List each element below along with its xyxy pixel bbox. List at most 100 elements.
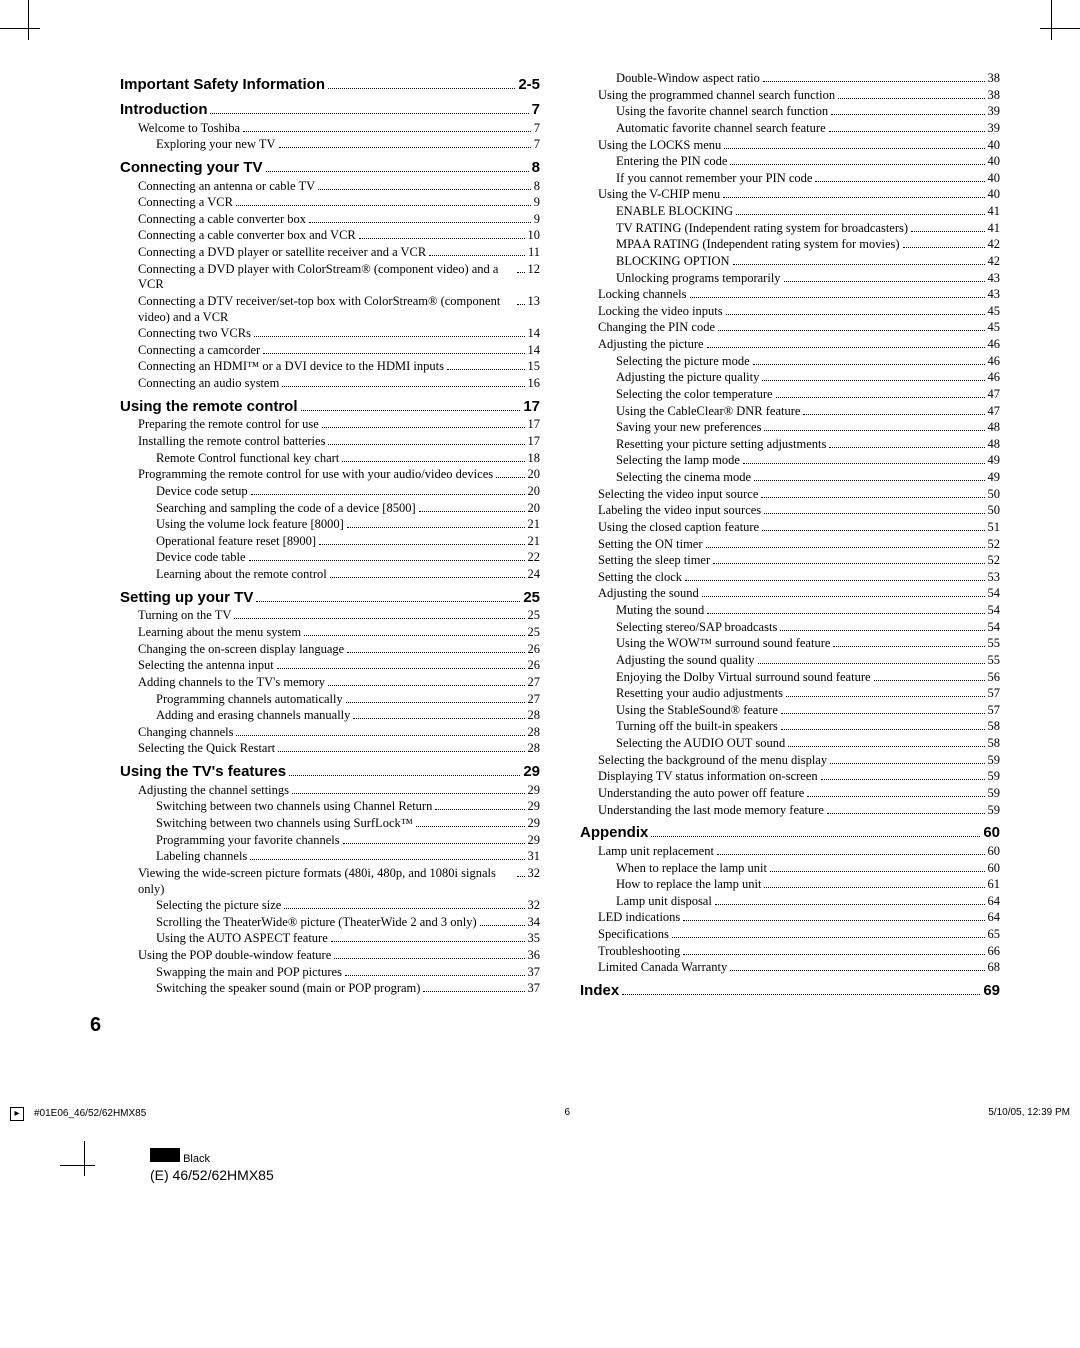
- toc-page-number: 9: [534, 195, 540, 211]
- toc-leader-dots: [309, 214, 531, 223]
- toc-entry: Automatic favorite channel search featur…: [580, 121, 1000, 137]
- toc-leader-dots: [517, 264, 525, 273]
- toc-leader-dots: [429, 247, 525, 256]
- toc-page-number: 20: [528, 484, 541, 500]
- toc-label: Using the TV's features: [120, 763, 286, 782]
- toc-label: Double-Window aspect ratio: [616, 71, 760, 87]
- toc-entry: Connecting two VCRs14: [120, 326, 540, 342]
- toc-page-number: 16: [528, 376, 541, 392]
- toc-label: Adjusting the channel settings: [138, 783, 289, 799]
- toc-label: Connecting an HDMI™ or a DVI device to t…: [138, 359, 444, 375]
- toc-entry: Switching between two channels using Sur…: [120, 816, 540, 832]
- toc-label: Using the favorite channel search functi…: [616, 104, 828, 120]
- toc-leader-dots: [289, 765, 520, 776]
- toc-page-number: 49: [988, 470, 1001, 486]
- toc-entry: Device code setup20: [120, 484, 540, 500]
- toc-label: Connecting a DTV receiver/set-top box wi…: [138, 294, 514, 325]
- toc-label: Programming the remote control for use w…: [138, 467, 493, 483]
- toc-entry: Connecting a cable converter box and VCR…: [120, 228, 540, 244]
- toc-leader-dots: [251, 486, 525, 495]
- toc-label: Connecting two VCRs: [138, 326, 251, 342]
- toc-entry: Using the volume lock feature [8000]21: [120, 517, 540, 533]
- toc-entry: Using the closed caption feature51: [580, 520, 1000, 536]
- toc-page-number: 29: [528, 816, 541, 832]
- toc-entry: Labeling the video input sources50: [580, 503, 1000, 519]
- toc-label: Swapping the main and POP pictures: [156, 965, 342, 981]
- toc-leader-dots: [781, 705, 985, 714]
- toc-page-number: 46: [988, 354, 1001, 370]
- toc-leader-dots: [770, 863, 985, 872]
- toc-entry: Selecting the Quick Restart28: [120, 741, 540, 757]
- toc-leader-dots: [764, 506, 984, 515]
- toc-entry: Unlocking programs temporarily43: [580, 271, 1000, 287]
- toc-label: If you cannot remember your PIN code: [616, 171, 812, 187]
- toc-entry: Understanding the auto power off feature…: [580, 786, 1000, 802]
- toc-entry: Using the programmed channel search func…: [580, 88, 1000, 104]
- toc-page-number: 24: [528, 567, 541, 583]
- toc-page-number: 58: [988, 736, 1001, 752]
- toc-entry: Connecting a DTV receiver/set-top box wi…: [120, 294, 540, 325]
- toc-label: Locking channels: [598, 287, 687, 303]
- toc-page-number: 34: [528, 915, 541, 931]
- toc-page-number: 43: [988, 287, 1001, 303]
- toc-entry: Welcome to Toshiba7: [120, 121, 540, 137]
- toc-page-number: 11: [528, 245, 540, 261]
- toc-page-number: 45: [988, 304, 1001, 320]
- toc-page-number: 40: [988, 187, 1001, 203]
- toc-page-number: 29: [528, 783, 541, 799]
- toc-page-number: 26: [528, 642, 541, 658]
- toc-entry: Changing the PIN code45: [580, 320, 1000, 336]
- toc-page-number: 46: [988, 337, 1001, 353]
- toc-page-number: 38: [988, 71, 1001, 87]
- toc-label: Labeling the video input sources: [598, 503, 761, 519]
- toc-page-number: 17: [528, 417, 541, 433]
- toc-page-number: 18: [528, 451, 541, 467]
- toc-label: Labeling channels: [156, 849, 247, 865]
- toc-entry: Selecting the picture mode46: [580, 354, 1000, 370]
- toc-entry: Using the LOCKS menu40: [580, 138, 1000, 154]
- toc-leader-dots: [359, 231, 525, 240]
- toc-label: Using the WOW™ surround sound feature: [616, 636, 830, 652]
- toc-entry: Troubleshooting66: [580, 944, 1000, 960]
- toc-leader-dots: [911, 223, 984, 232]
- toc-entry: Limited Canada Warranty68: [580, 960, 1000, 976]
- toc-leader-dots: [651, 826, 980, 837]
- toc-label: Connecting your TV: [120, 159, 263, 178]
- job-code: #01E06_46/52/62HMX85: [34, 1108, 146, 1119]
- toc-entry: Selecting the video input source50: [580, 487, 1000, 503]
- toc-page-number: 46: [988, 370, 1001, 386]
- toc-entry: Turning on the TV25: [120, 608, 540, 624]
- toc-leader-dots: [781, 722, 985, 731]
- toc-leader-dots: [762, 522, 984, 531]
- toc-section-heading: Index69: [580, 982, 1000, 1001]
- toc-page-number: 40: [988, 171, 1001, 187]
- toc-label: Selecting the cinema mode: [616, 470, 751, 486]
- toc-page-number: 12: [528, 262, 541, 278]
- sheet-number: 6: [565, 1107, 571, 1121]
- toc-page-number: 55: [988, 653, 1001, 669]
- toc-page-number: 48: [988, 437, 1001, 453]
- toc-leader-dots: [301, 399, 521, 410]
- toc-label: Adding and erasing channels manually: [156, 708, 350, 724]
- toc-entry: Programming your favorite channels29: [120, 833, 540, 849]
- toc-page-number: 15: [528, 359, 541, 375]
- toc-label: Setting the clock: [598, 570, 682, 586]
- toc-entry: Muting the sound54: [580, 603, 1000, 619]
- toc-label: Welcome to Toshiba: [138, 121, 240, 137]
- toc-leader-dots: [447, 362, 525, 371]
- toc-page-number: 69: [983, 982, 1000, 1001]
- toc-entry: Installing the remote control batteries1…: [120, 434, 540, 450]
- toc-page-number: 25: [523, 589, 540, 608]
- toc-label: Using the AUTO ASPECT feature: [156, 931, 328, 947]
- toc-page-number: 7: [534, 137, 540, 153]
- toc-label: Using the remote control: [120, 398, 298, 417]
- toc-page-number: 10: [528, 228, 541, 244]
- toc-label: Saving your new preferences: [616, 420, 761, 436]
- toc-label: Using the programmed channel search func…: [598, 88, 835, 104]
- toc-page-number: 32: [528, 898, 541, 914]
- toc-label: Using the V-CHIP menu: [598, 187, 720, 203]
- toc-leader-dots: [282, 378, 524, 387]
- toc-page-number: 59: [988, 786, 1001, 802]
- toc-page-number: 31: [528, 849, 541, 865]
- toc-leader-dots: [723, 190, 984, 199]
